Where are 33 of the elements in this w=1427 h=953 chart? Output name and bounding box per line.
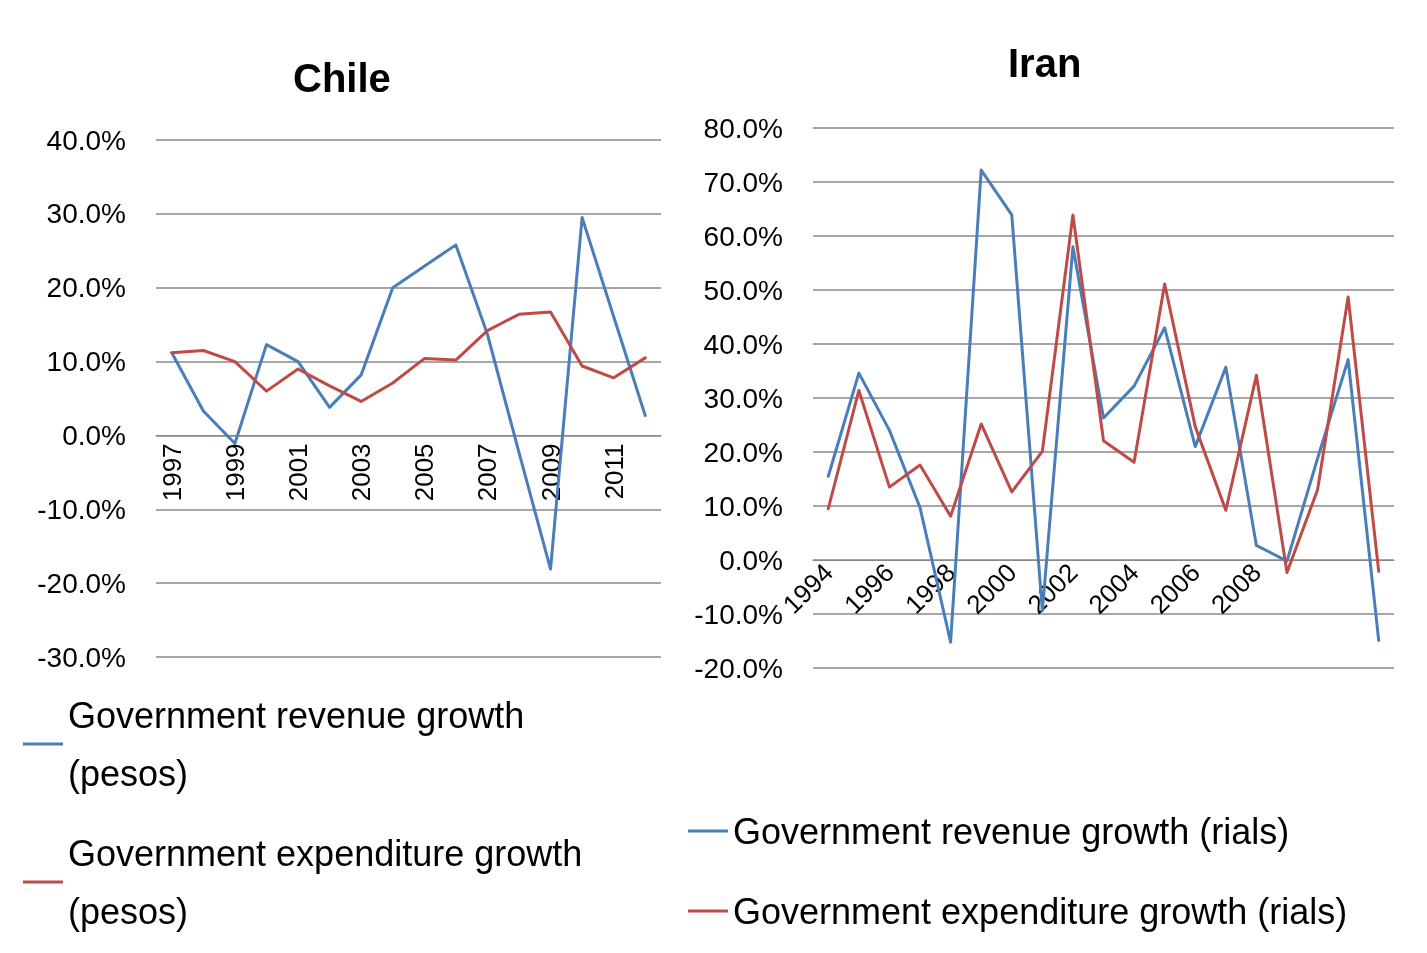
- y-tick-label: -20.0%: [37, 567, 126, 599]
- legend-label: Government expenditure growth (pesos): [68, 832, 593, 932]
- x-tick-label: 1999: [219, 443, 250, 502]
- x-tick-label: 2007: [472, 443, 503, 502]
- y-tick-label: -30.0%: [37, 641, 126, 673]
- y-tick-label: -20.0%: [694, 652, 783, 684]
- y-tick-label: 60.0%: [703, 220, 783, 252]
- x-tick-label: 2001: [283, 443, 314, 502]
- y-tick-label: -10.0%: [37, 493, 126, 525]
- x-tick-label: 2011: [598, 443, 629, 500]
- y-tick-label: 70.0%: [703, 166, 783, 198]
- y-tick-label: 40.0%: [703, 328, 783, 360]
- y-tick-label: 80.0%: [703, 112, 783, 144]
- x-tick-label: 2003: [346, 443, 377, 502]
- y-tick-label: 10.0%: [46, 346, 126, 378]
- y-tick-label: -10.0%: [694, 598, 783, 630]
- y-tick-label: 40.0%: [46, 124, 126, 156]
- y-tick-label: 30.0%: [46, 198, 126, 230]
- line-series: [170, 310, 647, 403]
- x-tick-label: 2005: [409, 443, 440, 502]
- legend-label: Government revenue growth (pesos): [68, 694, 535, 794]
- y-tick-label: 50.0%: [703, 274, 783, 306]
- y-tick-label: 0.0%: [719, 544, 783, 576]
- y-tick-label: 30.0%: [703, 382, 783, 414]
- y-tick-label: 0.0%: [62, 419, 126, 451]
- x-tick-label: 1997: [156, 443, 187, 502]
- y-tick-label: 20.0%: [703, 436, 783, 468]
- y-tick-label: 20.0%: [46, 272, 126, 304]
- legend-label: Government expenditure growth (rials): [733, 890, 1348, 932]
- legend-label: Government revenue growth (rials): [733, 810, 1290, 852]
- chart-title: Chile: [293, 56, 391, 100]
- y-tick-label: 10.0%: [703, 490, 783, 522]
- chart-title: Iran: [1008, 41, 1082, 85]
